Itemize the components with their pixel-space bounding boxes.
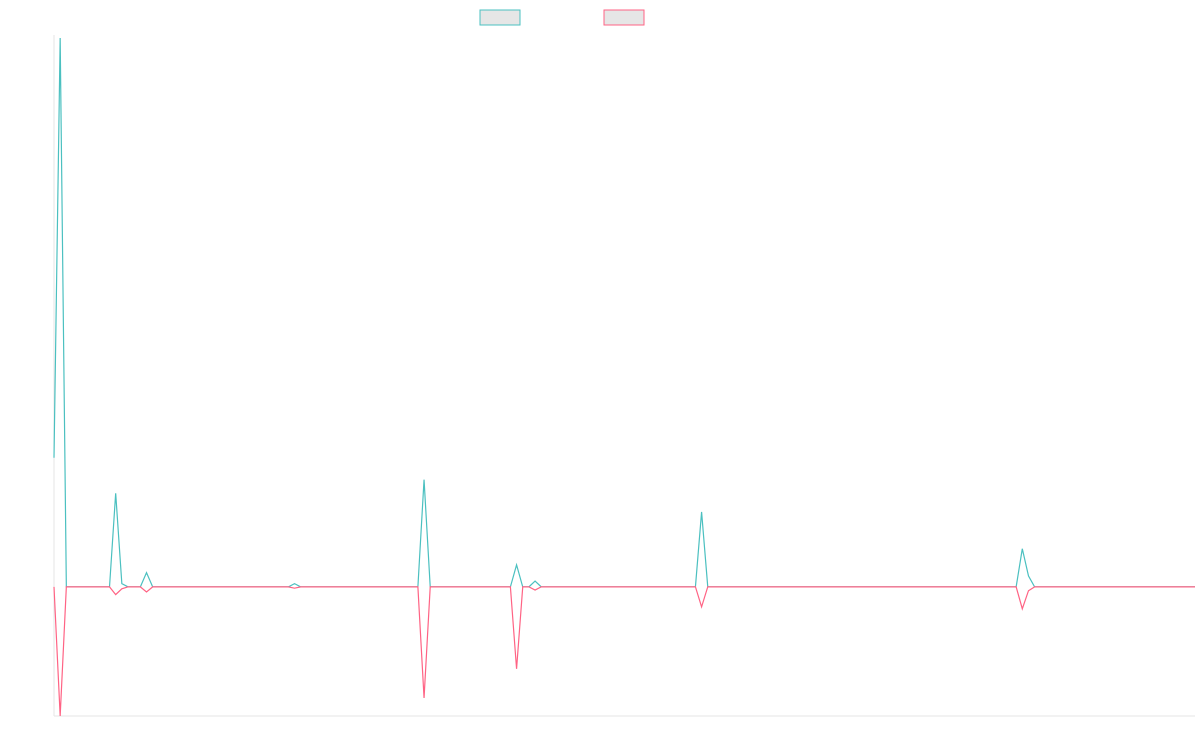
series-line	[53, 37, 1195, 588]
legend-swatch	[603, 9, 645, 26]
legend-swatch	[479, 9, 521, 26]
series-line	[53, 586, 1195, 717]
